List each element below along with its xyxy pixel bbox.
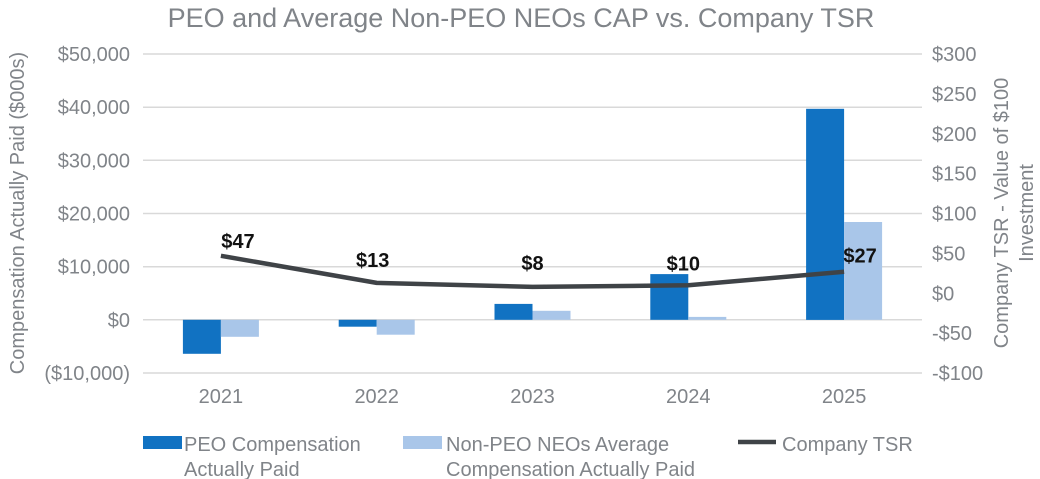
tsr-data-label-2022: $13: [356, 250, 389, 272]
bar-peo-2022: [338, 319, 377, 327]
gridlines: [143, 53, 922, 374]
left-axis-tick-label: $30,000: [58, 150, 130, 172]
right-axis-tick-label: $200: [932, 124, 977, 146]
tsr-data-labels: $47 $13 $8 $10 $27: [221, 231, 877, 275]
right-axis-tick-label: $50: [932, 243, 965, 265]
bar-non-peo-2021: [220, 319, 259, 337]
tsr-data-label-2025: $27: [843, 246, 876, 268]
x-axis-labels: 2021 2022 2023 2024 2025: [199, 386, 867, 408]
right-axis-tick-label: -$100: [932, 363, 983, 385]
bar-peo-2023: [494, 303, 533, 320]
left-axis-tick-label: $40,000: [58, 97, 130, 119]
x-axis-label-2022: 2022: [354, 386, 399, 408]
bar-series: [182, 108, 883, 354]
right-axis-title-line2: Investment: [1016, 164, 1038, 262]
bar-peo-2024: [650, 274, 689, 320]
x-axis-label-2021: 2021: [199, 386, 244, 408]
bar-non-peo-2024: [688, 316, 727, 320]
right-axis-tick-label: -$50: [932, 323, 972, 345]
legend-label-line: Company TSR: [782, 434, 913, 456]
legend-label-line: Compensation Actually Paid: [446, 459, 695, 479]
legend-swatch: [403, 436, 442, 449]
x-axis-label-2024: 2024: [666, 386, 711, 408]
left-axis-tick-label: $50,000: [58, 44, 130, 66]
bar-peo-2025: [806, 108, 845, 320]
chart-title: PEO and Average Non-PEO NEOs CAP vs. Com…: [168, 3, 875, 33]
bar-non-peo-2022: [376, 319, 415, 335]
right-axis-tick-label: $0: [932, 283, 954, 305]
legend-item-peo: PEO Compensation Actually Paid: [143, 434, 361, 479]
left-axis-tick-label: $0: [108, 310, 130, 332]
legend-label-line: Non-PEO NEOs Average: [446, 434, 669, 456]
bar-peo-2021: [182, 319, 221, 354]
right-axis-title-line1: Company TSR - Value of $100: [991, 78, 1013, 349]
right-axis-ticks: $300 $250 $200 $150 $100 $50 $0 -$50 -$100: [932, 44, 983, 385]
left-axis-title: Compensation Actually Paid ($000s): [7, 52, 29, 374]
tsr-data-label-2023: $8: [521, 253, 543, 275]
right-axis-tick-label: $300: [932, 44, 977, 66]
legend-item-company-tsr: Company TSR: [738, 434, 913, 456]
legend-label-line: PEO Compensation: [184, 434, 361, 456]
x-axis-label-2023: 2023: [510, 386, 555, 408]
right-axis-tick-label: $250: [932, 84, 977, 106]
left-axis-tick-label: $10,000: [58, 257, 130, 279]
legend: PEO Compensation Actually Paid Non-PEO NEO…: [143, 434, 913, 479]
right-axis-tick-label: $150: [932, 164, 977, 186]
tsr-data-label-2021: $47: [221, 231, 254, 253]
company-tsr-line: [220, 253, 845, 290]
bar-non-peo-2023: [532, 310, 571, 320]
legend-label-line: Actually Paid: [184, 459, 300, 479]
bar-non-peo-2025: [844, 222, 883, 320]
left-axis-tick-label: ($10,000): [44, 363, 130, 385]
legend-item-non-peo: Non-PEO NEOs Average Compensation Actuall…: [403, 434, 695, 479]
legend-swatch: [143, 436, 182, 449]
tsr-data-label-2024: $10: [667, 253, 700, 275]
x-axis-label-2025: 2025: [822, 386, 867, 408]
tsr-line-series: [220, 253, 845, 290]
left-axis-tick-label: $20,000: [58, 204, 130, 226]
right-axis-tick-label: $100: [932, 204, 977, 226]
left-axis-ticks: $50,000 $40,000 $30,000 $20,000 $10,000 $0 ($1…: [44, 44, 130, 385]
